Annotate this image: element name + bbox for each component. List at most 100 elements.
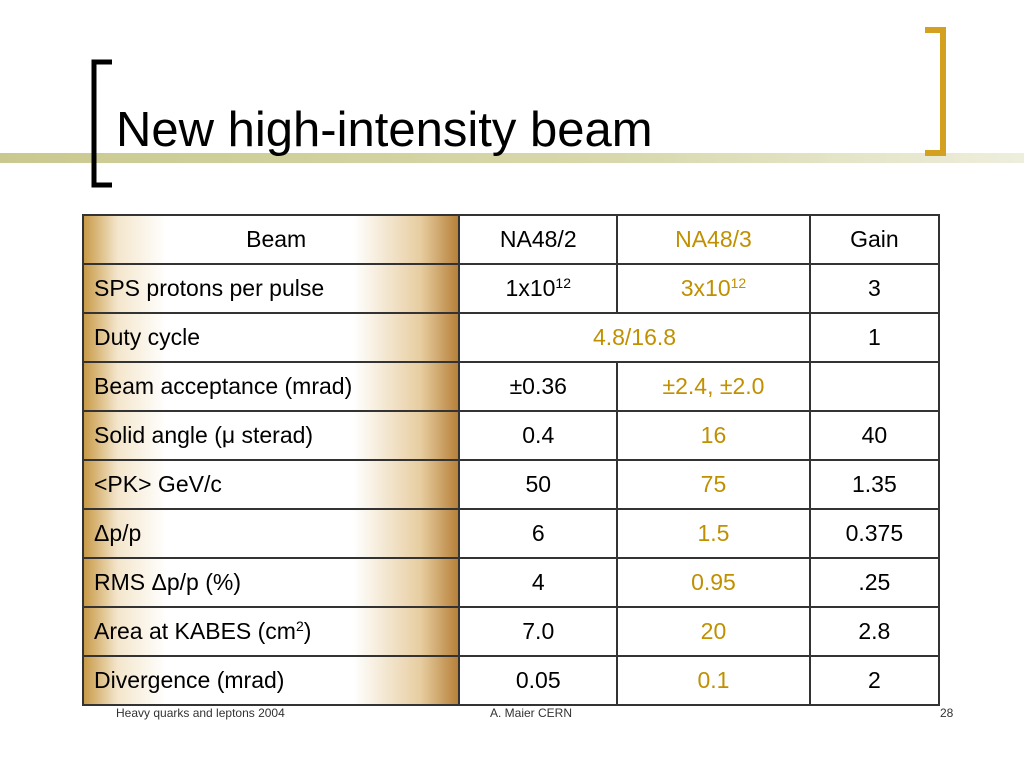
- cell-after: ): [303, 618, 312, 644]
- cell-text: Duty cycle: [94, 324, 201, 350]
- header-cell: Beam: [81, 214, 461, 265]
- row-label: SPS protons per pulse: [81, 263, 461, 314]
- cell-text: 6: [531, 520, 545, 546]
- gain-cell: 3: [808, 263, 941, 314]
- na48-2-cell: 0.4: [458, 410, 619, 461]
- left-bracket: [91, 59, 112, 188]
- na48-3-cell: 0.1: [616, 655, 811, 706]
- row-label: Solid angle (μ sterad): [81, 410, 461, 461]
- na48-2-cell: 50: [458, 459, 619, 510]
- na48-3-cell: 20: [616, 606, 811, 657]
- header-cell: NA48/3: [616, 214, 811, 265]
- cell-text: RMS Δp/p (%): [94, 569, 241, 595]
- gain-cell: [808, 361, 941, 412]
- cell-text: Area at KABES (cm: [94, 618, 296, 644]
- table-row: RMS Δp/p (%) 4 0.95 .25: [81, 557, 941, 608]
- header-text: Beam: [246, 226, 307, 252]
- cell-text: Δp/p: [94, 520, 142, 546]
- header-text: Gain: [850, 226, 899, 252]
- cell-text: 7.0: [522, 618, 555, 644]
- na48-3-cell: 1.5: [616, 508, 811, 559]
- cell-text: 0.95: [691, 569, 736, 595]
- cell-text: SPS protons per pulse: [94, 275, 325, 301]
- na48-2-cell: 6: [458, 508, 619, 559]
- cell-text: 4.8/16.8: [592, 324, 677, 350]
- na48-3-cell: 3x1012: [616, 263, 811, 314]
- table-row: <PK> GeV/c 50 75 1.35: [81, 459, 941, 510]
- cell-sup: 12: [730, 275, 747, 291]
- header-cell: NA48/2: [458, 214, 619, 265]
- table-row: Area at KABES (cm2) 7.0 20 2.8: [81, 606, 941, 657]
- na48-3-cell: 0.95: [616, 557, 811, 608]
- na48-2-cell: 7.0: [458, 606, 619, 657]
- cell-text: Beam acceptance (mrad): [94, 373, 353, 399]
- table-row: Δp/p 6 1.5 0.375: [81, 508, 941, 559]
- header-text: NA48/2: [499, 226, 577, 252]
- cell-text: Solid angle (μ sterad): [94, 422, 314, 448]
- cell-text: 1x10: [505, 275, 556, 301]
- cell-text: 50: [525, 471, 552, 497]
- right-bracket: [925, 27, 946, 156]
- na48-2-cell: 4: [458, 557, 619, 608]
- footer-center: A. Maier CERN: [490, 706, 573, 720]
- table-row: Solid angle (μ sterad) 0.4 16 40: [81, 410, 941, 461]
- cell-sup: 2: [295, 618, 304, 634]
- row-label: Divergence (mrad): [81, 655, 461, 706]
- row-label: Δp/p: [81, 508, 461, 559]
- row-label: Beam acceptance (mrad): [81, 361, 461, 412]
- cell-text: 0.05: [515, 667, 561, 693]
- cell-text: 0.4: [522, 422, 555, 448]
- cell-text: 4: [531, 569, 545, 595]
- cell-text: 1.35: [851, 471, 897, 497]
- gain-cell: 0.375: [808, 508, 941, 559]
- cell-text: 2: [867, 667, 881, 693]
- cell-text: 3: [867, 275, 881, 301]
- na48-2-cell: 0.05: [458, 655, 619, 706]
- na48-2-cell: 1x1012: [458, 263, 619, 314]
- page-number: 28: [940, 706, 954, 720]
- na48-3-cell: 16: [616, 410, 811, 461]
- cell-text: 1: [867, 324, 881, 350]
- na48-3-cell: 75: [616, 459, 811, 510]
- cell-text: Divergence (mrad): [94, 667, 285, 693]
- header-text: NA48/3: [675, 226, 752, 252]
- na48-3-cell: ±2.4, ±2.0: [616, 361, 811, 412]
- table-row: Duty cycle 4.8/16.8 1: [81, 312, 941, 363]
- cell-text: 40: [861, 422, 888, 448]
- row-label: RMS Δp/p (%): [81, 557, 461, 608]
- cell-text: 0.375: [845, 520, 904, 546]
- header-cell: Gain: [808, 214, 941, 265]
- row-label: Area at KABES (cm2): [81, 606, 461, 657]
- row-label: Duty cycle: [81, 312, 461, 363]
- gain-cell: 40: [808, 410, 941, 461]
- cell-text: <PK> GeV/c: [94, 471, 222, 497]
- row-label: <PK> GeV/c: [81, 459, 461, 510]
- table-row: SPS protons per pulse 1x1012 3x1012 3: [81, 263, 941, 314]
- cell-text: 16: [700, 422, 727, 448]
- cell-text: 3x10: [680, 275, 731, 301]
- gain-cell: 1.35: [808, 459, 941, 510]
- cell-text: ±2.4, ±2.0: [662, 373, 765, 399]
- table-row: Beam acceptance (mrad) ±0.36 ±2.4, ±2.0: [81, 361, 941, 412]
- gain-cell: 1: [808, 312, 941, 363]
- slide-title: New high-intensity beam: [116, 103, 653, 157]
- gain-cell: 2.8: [808, 606, 941, 657]
- na48-2-cell: ±0.36: [458, 361, 619, 412]
- cell-text: 20: [700, 618, 727, 644]
- cell-text: ±0.36: [509, 373, 567, 399]
- gain-cell: 2: [808, 655, 941, 706]
- merged-cell: 4.8/16.8: [458, 312, 811, 363]
- cell-sup: 12: [555, 275, 571, 291]
- table-row: Divergence (mrad) 0.05 0.1 2: [81, 655, 941, 706]
- footer-left: Heavy quarks and leptons 2004: [116, 706, 285, 720]
- header-row: Beam NA48/2 NA48/3 Gain: [81, 214, 941, 265]
- cell-text: 2.8: [858, 618, 891, 644]
- cell-text: 75: [700, 471, 727, 497]
- gain-cell: .25: [808, 557, 941, 608]
- cell-text: .25: [858, 569, 891, 595]
- title-rule: [0, 153, 1024, 163]
- cell-text: 0.1: [697, 667, 730, 693]
- beam-table: Beam NA48/2 NA48/3 Gain SPS protons per puls…: [81, 214, 941, 706]
